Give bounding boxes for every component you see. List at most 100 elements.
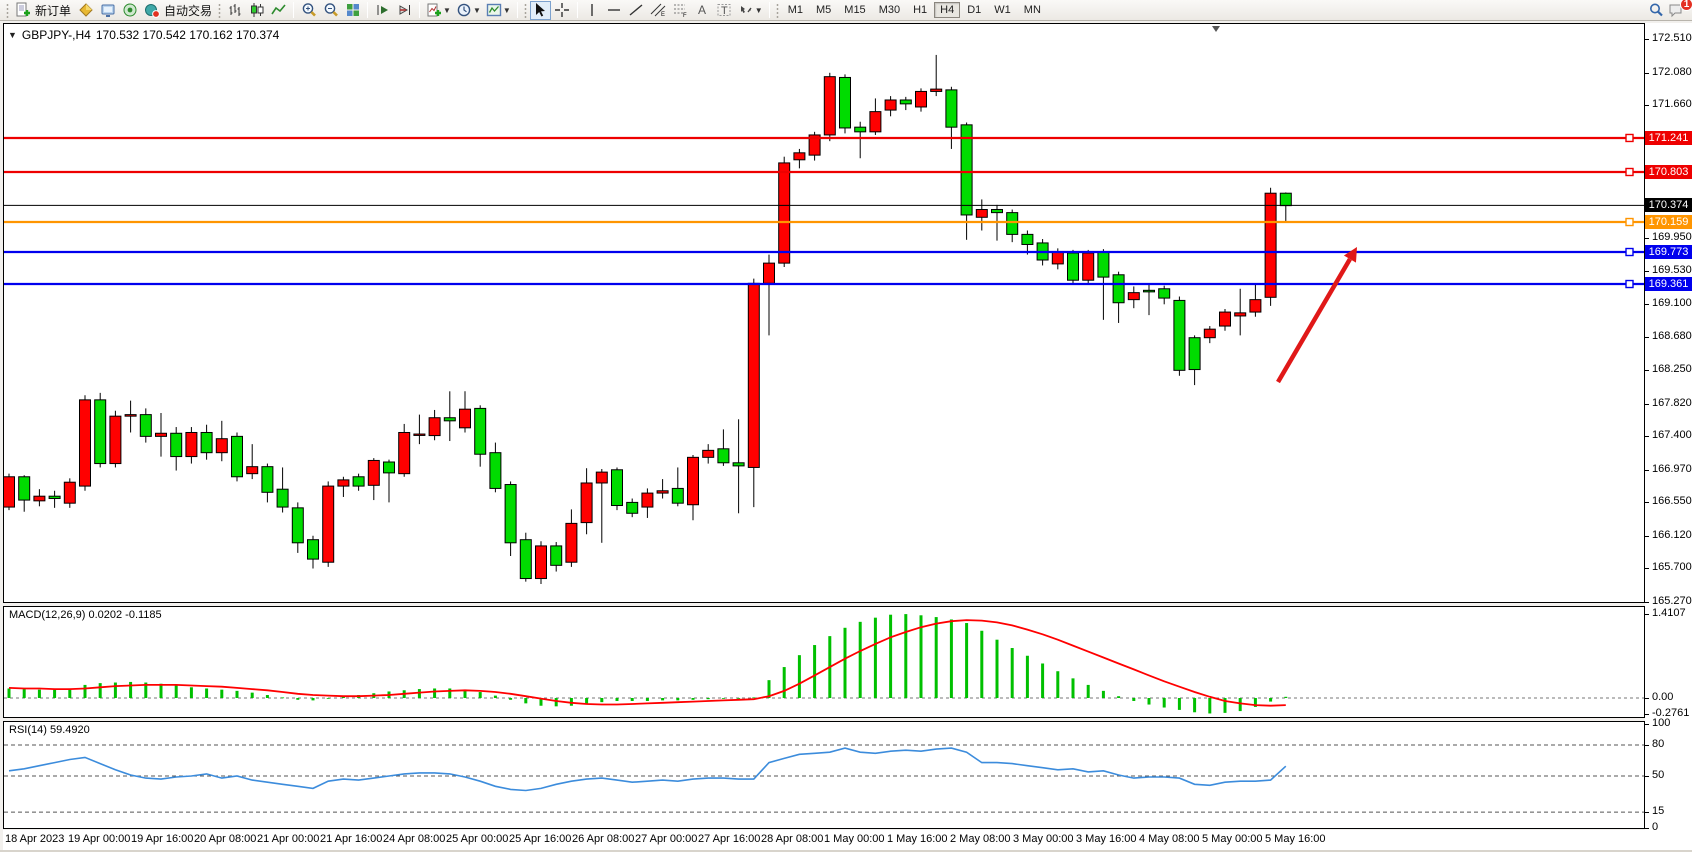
- toolbar-separator: [293, 2, 295, 18]
- line-chart-type-button[interactable]: [268, 1, 289, 20]
- timeframe-m1-button[interactable]: M1: [787, 4, 803, 16]
- dropdown-caret-icon[interactable]: ▼: [443, 5, 451, 15]
- axis-tick: [1645, 775, 1649, 777]
- axis-tick-label: 0: [1652, 820, 1659, 833]
- candlestick-type-button[interactable]: [246, 1, 267, 20]
- autotrade-label[interactable]: 自动交易: [164, 3, 213, 18]
- navigator-icon[interactable]: [119, 1, 140, 20]
- axis-tick-label: 172.080: [1652, 65, 1692, 78]
- arrows-tool-button[interactable]: ▼: [736, 1, 765, 20]
- axis-tick-label: 168.250: [1652, 363, 1692, 376]
- ohlc-values: 170.532 170.542 170.162 170.374: [95, 28, 280, 42]
- symbol-period-label: GBPJPY-,H4: [21, 28, 91, 42]
- toolbar: 新订单 自动交易: [0, 0, 1692, 21]
- toolbar-separator: [367, 2, 369, 18]
- time-axis-label: 21 Apr 16:00: [320, 833, 383, 845]
- dropdown-caret-icon[interactable]: ▼: [472, 5, 481, 15]
- periods-button[interactable]: ▼: [454, 1, 483, 20]
- autotrade-button[interactable]: [141, 1, 162, 20]
- timeframe-w1-button[interactable]: W1: [994, 4, 1011, 16]
- axis-tick: [1645, 436, 1649, 438]
- toolbar-separator: [768, 2, 770, 18]
- axis-tick-label: 166.550: [1652, 495, 1692, 508]
- axis-tick: [1645, 812, 1649, 814]
- dropdown-caret-icon[interactable]: ▼: [502, 5, 511, 15]
- auto-scroll-button[interactable]: [372, 1, 393, 20]
- timeframe-d1-button[interactable]: D1: [967, 4, 982, 16]
- toolbar-grip[interactable]: [6, 2, 9, 18]
- axis-tick-label: 100: [1652, 717, 1671, 730]
- axis-tick-label: 0.00: [1652, 691, 1674, 703]
- zoom-out-button[interactable]: [320, 1, 341, 20]
- time-axis-label: 21 Apr 00:00: [257, 833, 320, 845]
- timeframe-m5-button[interactable]: M5: [816, 4, 832, 16]
- horizontal-line-tool-button[interactable]: [604, 1, 625, 20]
- notifications-chat-icon[interactable]: 1: [1666, 0, 1692, 20]
- vertical-line-tool-button[interactable]: [582, 1, 603, 20]
- toolbar-grip[interactable]: [218, 2, 222, 18]
- rsi-panel[interactable]: [3, 721, 1645, 829]
- axis-tick-label: 15: [1652, 805, 1665, 818]
- text-tool-button[interactable]: A: [692, 1, 713, 20]
- cursor-tool-button[interactable]: [529, 0, 551, 20]
- time-axis-label: 27 Apr 16:00: [698, 833, 761, 845]
- axis-tick: [1645, 614, 1649, 616]
- templates-button[interactable]: ▼: [484, 1, 513, 20]
- time-axis-label: 26 Apr 08:00: [572, 833, 635, 845]
- trendline-tool-button[interactable]: [626, 1, 647, 20]
- notification-badge: 1: [1680, 0, 1692, 11]
- axis-tick: [1645, 403, 1649, 405]
- indicators-button[interactable]: ▼: [424, 1, 453, 20]
- market-watch-icon[interactable]: [97, 1, 118, 20]
- svg-text:E: E: [661, 12, 665, 18]
- toolbar-separator: [516, 2, 518, 18]
- timeframe-h4-button[interactable]: H4: [934, 2, 961, 18]
- time-axis-label: 5 May 00:00: [1202, 833, 1263, 845]
- rsi-plot: [4, 744, 1644, 813]
- new-order-label[interactable]: 新订单: [35, 3, 72, 18]
- chart-shift-button[interactable]: [394, 1, 415, 20]
- bar-chart-type-button[interactable]: [224, 1, 245, 20]
- rsi-indicator-label: RSI(14) 59.4920: [9, 724, 90, 736]
- time-axis[interactable]: 18 Apr 2023 19 Apr 00:00 19 Apr 16:00 20 Ap…: [3, 830, 1645, 850]
- axis-tick: [1645, 469, 1649, 471]
- fibonacci-tool-button[interactable]: F: [670, 1, 691, 20]
- timeframe-m15-button[interactable]: M15: [844, 4, 866, 16]
- timeframe-mn-button[interactable]: MN: [1023, 4, 1041, 16]
- time-axis-label: 4 May 08:00: [1139, 833, 1200, 845]
- time-axis-label: 5 May 16:00: [1265, 833, 1326, 845]
- time-axis-label: 18 Apr 2023: [5, 833, 65, 845]
- axis-tick: [1645, 72, 1649, 74]
- tile-windows-button[interactable]: [342, 1, 363, 20]
- timeframe-m30-button[interactable]: M30: [878, 4, 901, 16]
- toolbar-grip[interactable]: [523, 2, 527, 18]
- bottom-strip: [0, 850, 1692, 852]
- axis-tick-label: 167.400: [1652, 429, 1692, 442]
- macd-panel[interactable]: [3, 606, 1645, 718]
- time-axis-label: 3 May 16:00: [1076, 833, 1137, 845]
- channel-tool-button[interactable]: E: [648, 1, 669, 20]
- svg-text:F: F: [683, 13, 687, 18]
- time-axis-label: 19 Apr 16:00: [131, 833, 194, 845]
- new-chart-icon[interactable]: [75, 1, 96, 20]
- time-axis-label: 27 Apr 00:00: [635, 833, 698, 845]
- axis-tick: [1645, 724, 1649, 726]
- search-icon[interactable]: [1645, 1, 1666, 20]
- axis-tick: [1645, 745, 1649, 746]
- timeframe-h1-button[interactable]: H1: [913, 4, 928, 16]
- zoom-in-button[interactable]: [298, 1, 319, 20]
- dropdown-caret-icon[interactable]: ▼: [754, 5, 763, 15]
- price-line-badge: 169.361: [1645, 277, 1692, 292]
- candlestick-plot: [4, 26, 1644, 584]
- price-axis[interactable]: 172.510 172.080 171.660 169.950 169.530 169.1…: [1645, 23, 1692, 852]
- toolbar-grip[interactable]: [775, 2, 779, 18]
- axis-tick: [1645, 105, 1649, 107]
- crosshair-tool-button[interactable]: [552, 1, 573, 20]
- new-order-button[interactable]: [12, 1, 33, 20]
- text-label-tool-button[interactable]: T: [714, 1, 735, 20]
- title-caret-icon[interactable]: ▼: [8, 30, 17, 40]
- main-chart-panel[interactable]: [3, 23, 1645, 603]
- axis-tick-label: 50: [1652, 768, 1665, 781]
- price-line-badge: 171.241: [1645, 130, 1692, 145]
